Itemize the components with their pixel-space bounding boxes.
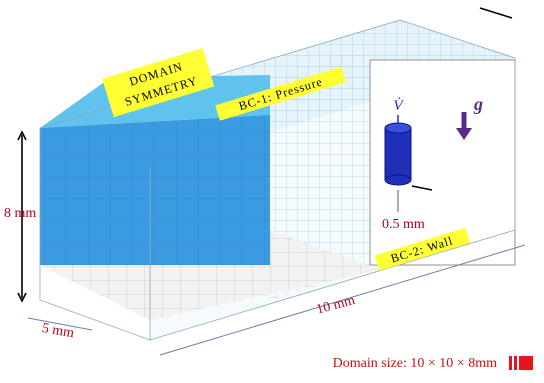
depth-label: 5 mm [41,321,76,341]
diagram: DOMAIN SYMMETRY BC-1: Pressure BC-2: Wal… [0,0,544,378]
length-label: 10 mm [315,293,357,318]
caption: Domain size: 10 × 10 × 8mm [333,356,497,371]
logo [509,356,533,370]
gravity-label: g [473,94,483,114]
cylinder [385,115,411,185]
height-label: 8 mm [4,206,36,221]
domain-box [40,20,515,340]
gap-label: 0.5 mm [382,217,425,232]
